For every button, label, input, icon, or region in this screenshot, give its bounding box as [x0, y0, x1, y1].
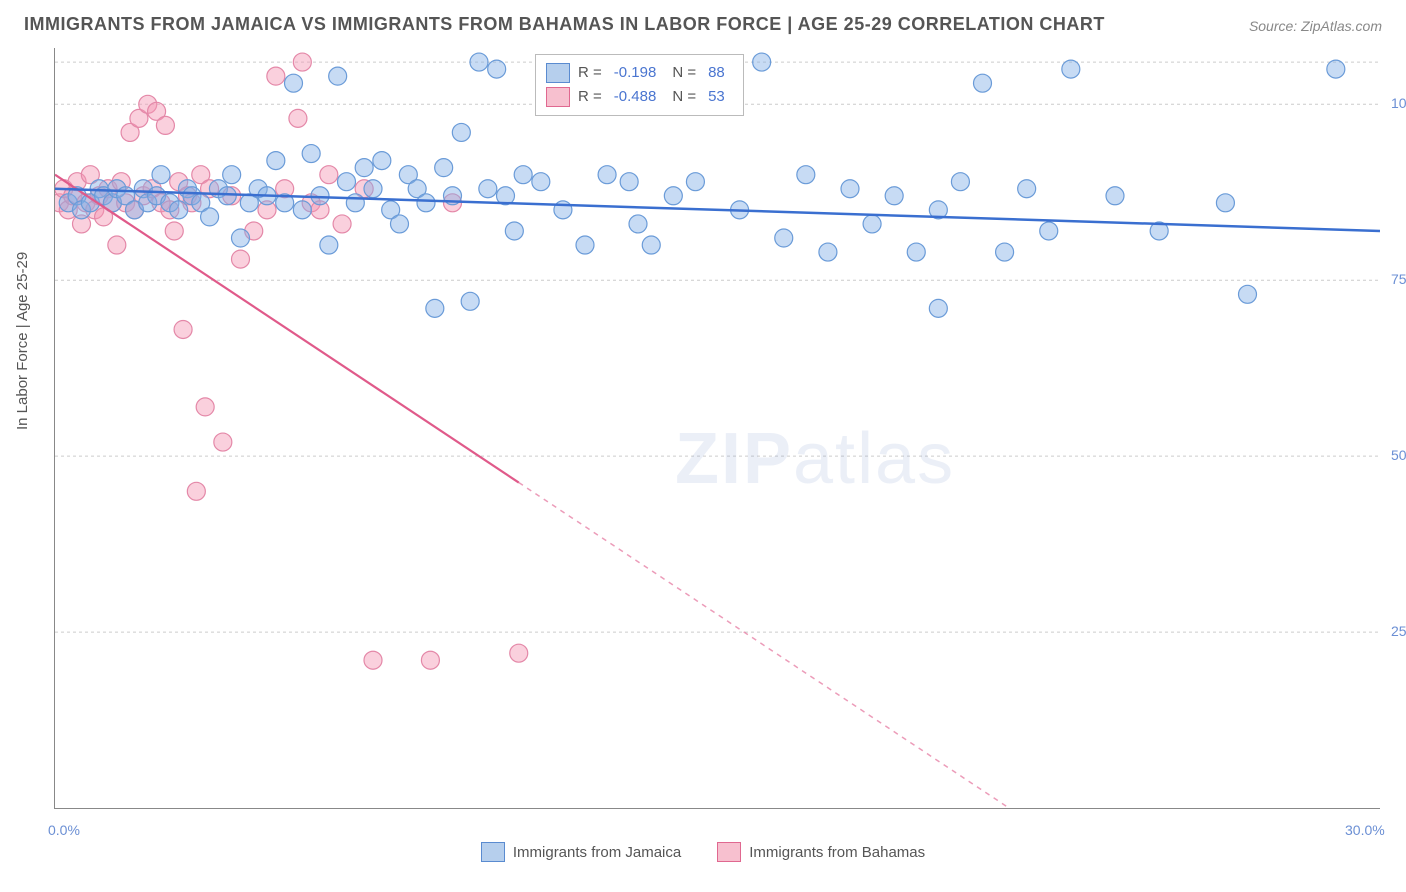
x-tick-label: 30.0%: [1345, 822, 1385, 838]
series-legend: Immigrants from Jamaica Immigrants from …: [0, 842, 1406, 862]
swatch-pink-icon: [717, 842, 741, 862]
chart-title: IMMIGRANTS FROM JAMAICA VS IMMIGRANTS FR…: [24, 14, 1105, 35]
legend-item-bahamas: Immigrants from Bahamas: [717, 842, 925, 862]
n-value-jamaica: 88: [704, 61, 733, 85]
source-attribution: Source: ZipAtlas.com: [1249, 18, 1382, 34]
chart-container: IMMIGRANTS FROM JAMAICA VS IMMIGRANTS FR…: [0, 0, 1406, 892]
y-tick-label: 50.0%: [1391, 447, 1406, 463]
plot-area: R = -0.198 N = 88 R = -0.488 N = 53 ZIPa…: [54, 48, 1380, 809]
correlation-legend: R = -0.198 N = 88 R = -0.488 N = 53: [535, 54, 744, 116]
n-value-bahamas: 53: [704, 85, 733, 109]
r-label: R =: [578, 61, 602, 85]
r-value-jamaica: -0.198: [610, 61, 665, 85]
legend-label-bahamas: Immigrants from Bahamas: [749, 844, 925, 861]
n-label: N =: [672, 85, 696, 109]
y-tick-label: 25.0%: [1391, 623, 1406, 639]
legend-label-jamaica: Immigrants from Jamaica: [513, 844, 681, 861]
swatch-blue-icon: [481, 842, 505, 862]
y-tick-label: 100.0%: [1391, 95, 1406, 111]
swatch-blue-icon: [546, 63, 570, 83]
x-tick-label: 0.0%: [48, 822, 80, 838]
r-label: R =: [578, 85, 602, 109]
n-label: N =: [672, 61, 696, 85]
swatch-pink-icon: [546, 87, 570, 107]
legend-row-bahamas: R = -0.488 N = 53: [546, 85, 733, 109]
r-value-bahamas: -0.488: [610, 85, 665, 109]
legend-item-jamaica: Immigrants from Jamaica: [481, 842, 681, 862]
legend-row-jamaica: R = -0.198 N = 88: [546, 61, 733, 85]
y-axis-title: In Labor Force | Age 25-29: [14, 252, 31, 430]
chart-svg: [55, 48, 1380, 808]
y-tick-label: 75.0%: [1391, 271, 1406, 287]
